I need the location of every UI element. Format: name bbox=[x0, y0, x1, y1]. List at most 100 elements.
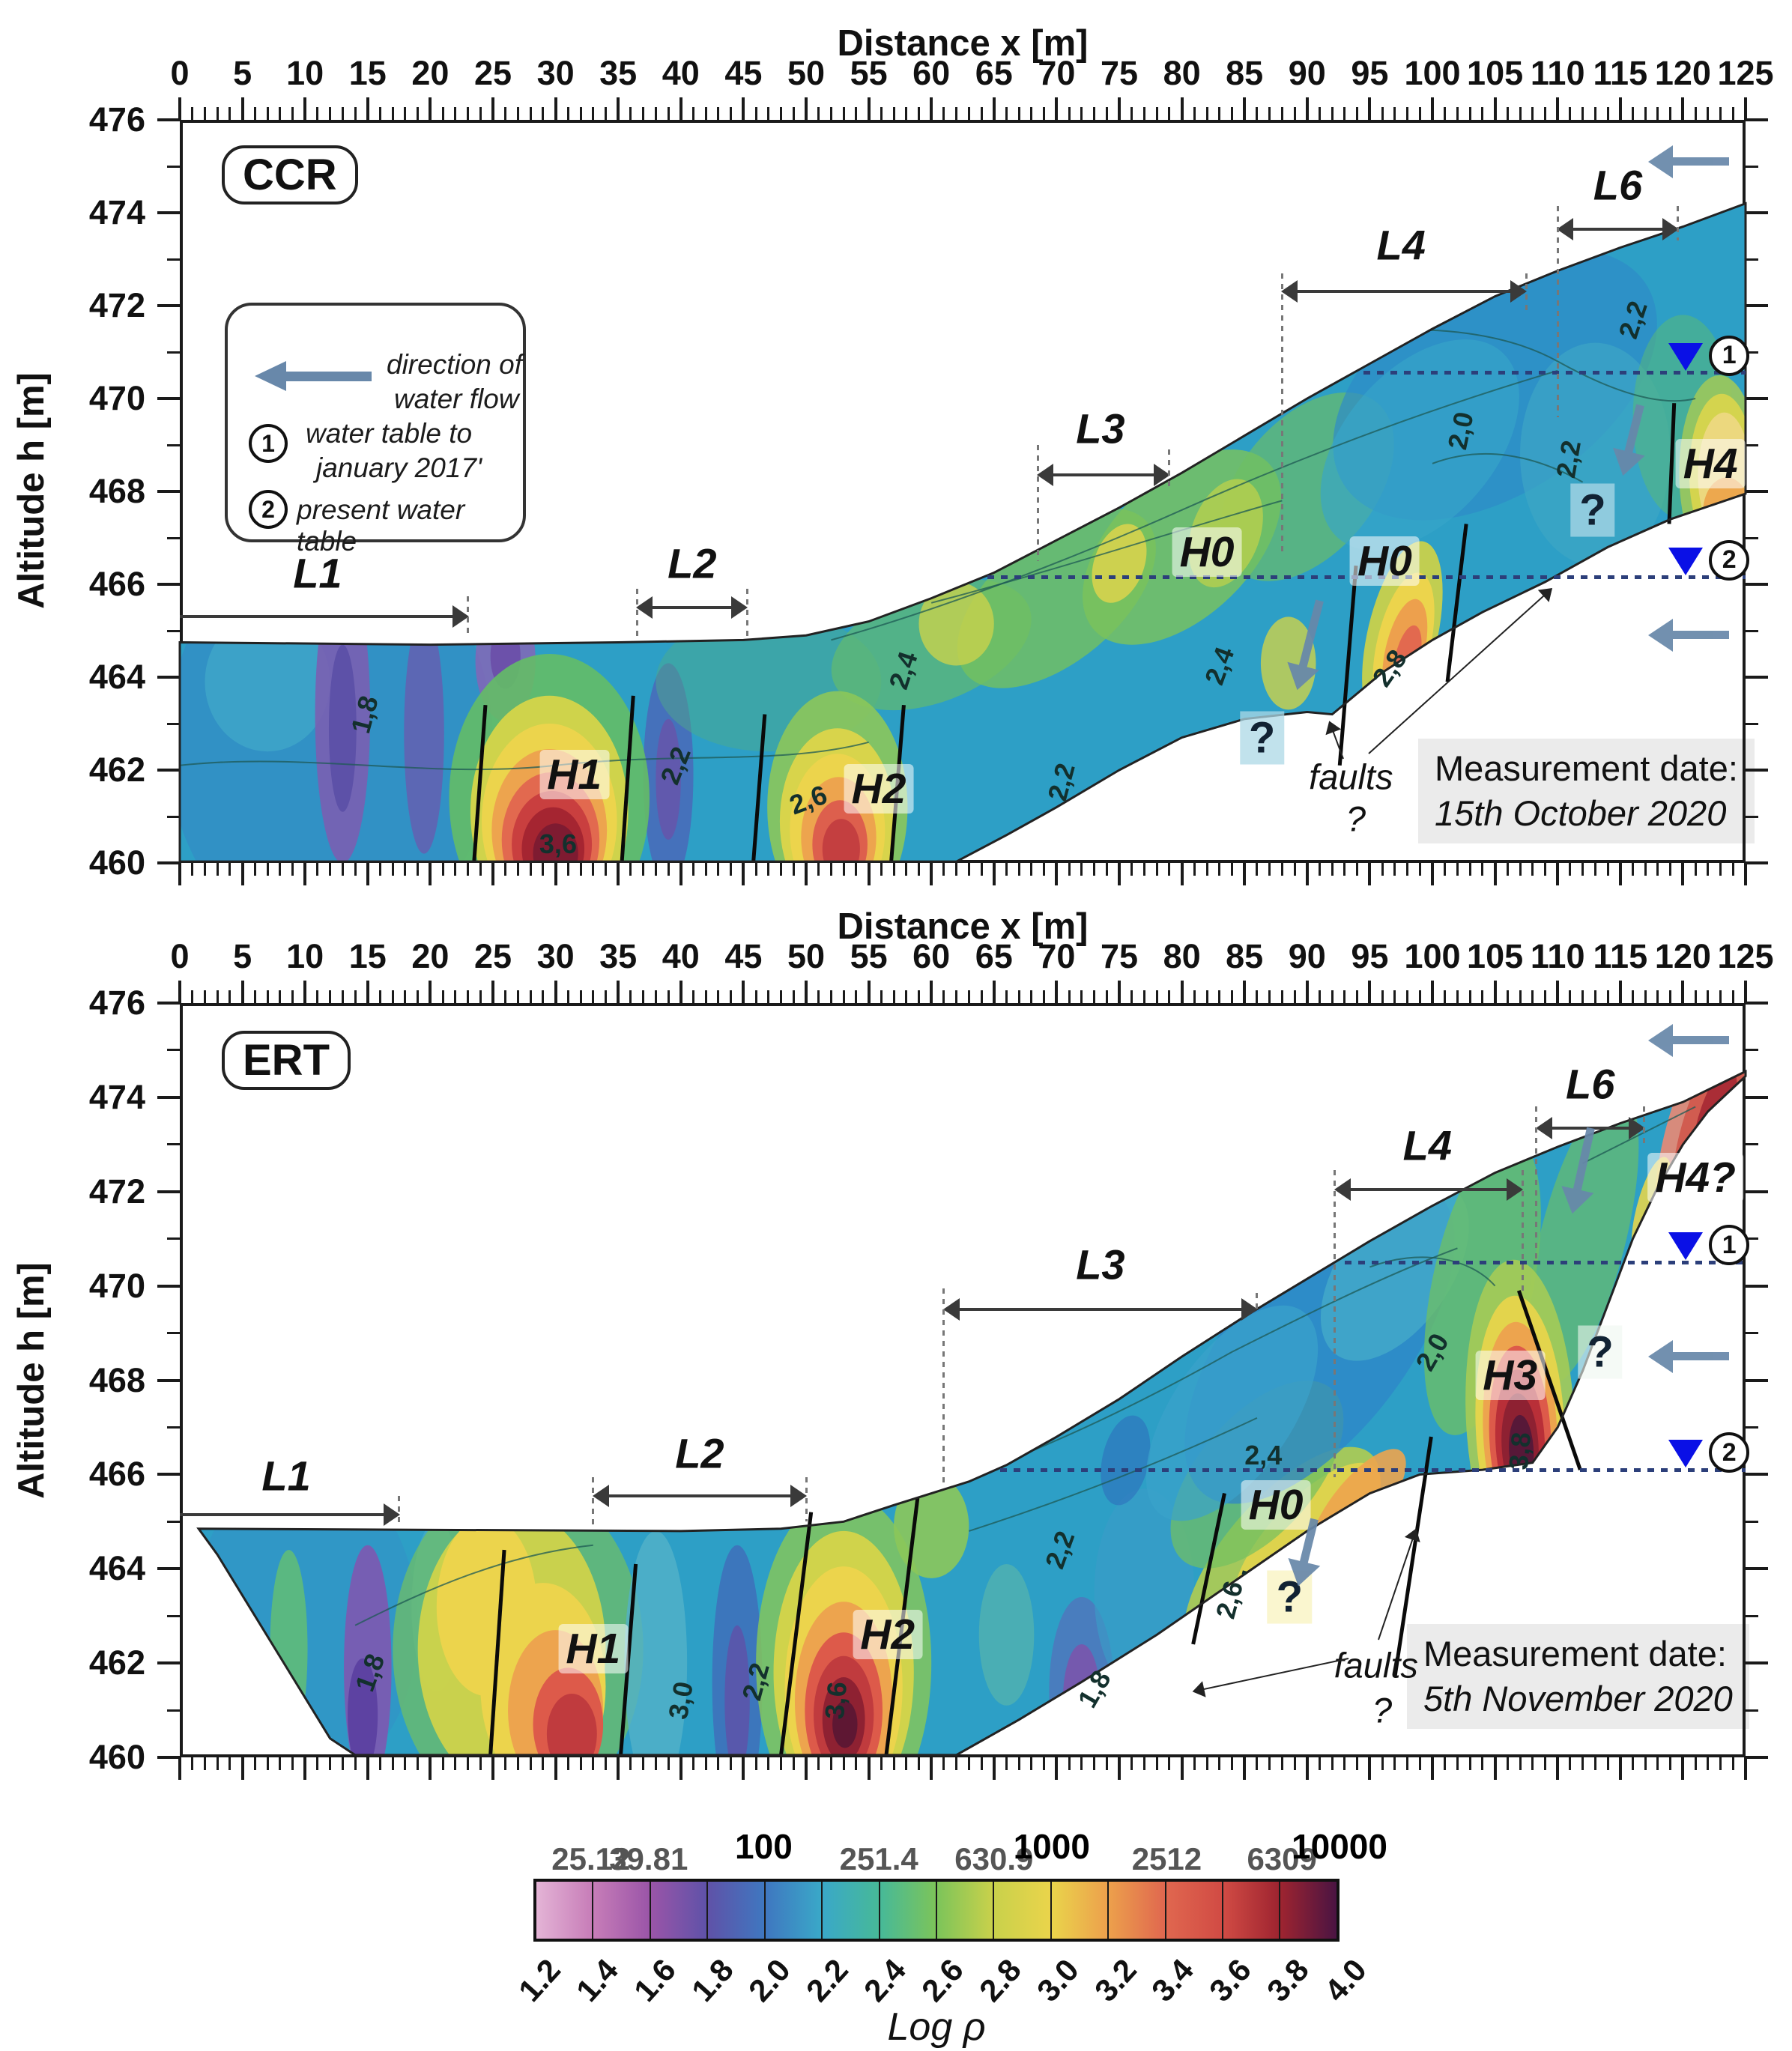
colorbar-tick-label: 3.6 bbox=[1202, 1952, 1259, 2008]
y-tick bbox=[167, 443, 180, 446]
x-tick bbox=[905, 107, 908, 120]
x-tick bbox=[1343, 1757, 1346, 1770]
range-guide bbox=[1168, 449, 1171, 487]
y-tick bbox=[1746, 722, 1758, 725]
x-tick bbox=[1017, 990, 1020, 1003]
x-tick-label: 55 bbox=[850, 937, 888, 975]
y-tick-label: 462 bbox=[88, 1643, 145, 1682]
y-tick bbox=[167, 1709, 180, 1712]
x-tick bbox=[717, 863, 720, 876]
x-tick bbox=[1632, 863, 1635, 876]
y-tick bbox=[167, 258, 180, 261]
x-tick bbox=[404, 1757, 407, 1770]
x-tick bbox=[980, 107, 983, 120]
x-tick bbox=[780, 107, 783, 120]
x-tick bbox=[1506, 990, 1509, 1003]
date-box-ccr-date: 15th October 2020 bbox=[1435, 793, 1727, 834]
x-tick bbox=[240, 97, 244, 120]
x-tick bbox=[905, 863, 908, 876]
x-tick bbox=[266, 1757, 269, 1770]
x-tick bbox=[1618, 97, 1622, 120]
x-tick bbox=[542, 990, 545, 1003]
x-tick bbox=[1444, 1757, 1447, 1770]
x-tick bbox=[329, 107, 332, 120]
x-tick bbox=[1268, 990, 1271, 1003]
x-tick bbox=[454, 107, 457, 120]
x-tick bbox=[930, 97, 933, 120]
x-tick-label: 90 bbox=[1288, 54, 1326, 92]
range-arrow-l3-head bbox=[1037, 464, 1054, 487]
zone-label-h1: H1 bbox=[539, 750, 610, 800]
range-guide bbox=[745, 589, 748, 638]
x-tick bbox=[529, 1757, 532, 1770]
x-tick bbox=[467, 990, 470, 1003]
x-tick bbox=[1632, 990, 1635, 1003]
x-tick bbox=[479, 990, 482, 1003]
x-tick bbox=[1506, 1757, 1509, 1770]
x-tick bbox=[1356, 990, 1359, 1003]
y-tick bbox=[1746, 1284, 1768, 1288]
x-tick bbox=[1569, 107, 1572, 120]
x-tick bbox=[1418, 863, 1421, 876]
y-tick bbox=[1746, 769, 1768, 772]
colorbar-segment bbox=[536, 1882, 593, 1939]
x-tick bbox=[767, 1757, 770, 1770]
y-tick bbox=[1746, 165, 1758, 168]
range-arrow-l2-shaft bbox=[602, 1494, 797, 1497]
x-tick bbox=[1744, 981, 1747, 1003]
range-arrow-l2-head bbox=[731, 596, 748, 619]
x-tick bbox=[842, 863, 845, 876]
range-arrow-l2-head bbox=[790, 1484, 807, 1507]
x-tick bbox=[1230, 863, 1233, 876]
x-tick bbox=[228, 107, 231, 120]
x-tick bbox=[967, 107, 970, 120]
x-tick bbox=[1343, 990, 1346, 1003]
x-tick bbox=[491, 981, 494, 1003]
x-tick bbox=[542, 1757, 545, 1770]
x-tick bbox=[1493, 981, 1497, 1003]
x-tick bbox=[1719, 1757, 1722, 1770]
y-tick bbox=[157, 1002, 180, 1005]
colorbar-value-label: 10000 bbox=[1292, 1827, 1387, 1866]
x-tick bbox=[1105, 1757, 1108, 1770]
x-tick bbox=[391, 990, 394, 1003]
x-tick bbox=[1406, 1757, 1409, 1770]
x-tick bbox=[980, 990, 983, 1003]
x-tick bbox=[379, 1757, 382, 1770]
x-tick bbox=[955, 990, 958, 1003]
x-tick bbox=[642, 107, 645, 120]
x-tick bbox=[542, 107, 545, 120]
range-arrow-l4-head bbox=[1510, 280, 1528, 303]
x-tick bbox=[1393, 1757, 1396, 1770]
x-tick bbox=[1393, 863, 1396, 876]
x-tick bbox=[805, 1757, 808, 1780]
x-tick bbox=[692, 107, 695, 120]
x-tick bbox=[1168, 107, 1171, 120]
x-tick bbox=[1468, 990, 1471, 1003]
x-tick bbox=[1744, 1757, 1747, 1780]
range-arrow-l1-shaft bbox=[180, 615, 459, 619]
x-tick bbox=[867, 97, 871, 120]
colorbar-segment bbox=[649, 1882, 707, 1939]
x-tick bbox=[842, 107, 845, 120]
x-tick bbox=[792, 990, 795, 1003]
x-tick bbox=[1694, 107, 1697, 120]
x-tick bbox=[667, 107, 670, 120]
x-tick bbox=[203, 107, 206, 120]
x-tick bbox=[1017, 863, 1020, 876]
x-tick-label: 70 bbox=[1038, 937, 1076, 975]
x-tick bbox=[1243, 1757, 1247, 1780]
x-tick bbox=[1681, 863, 1685, 885]
y-tick-label: 472 bbox=[88, 286, 145, 324]
date-box-ert-label: Measurement date: bbox=[1423, 1634, 1727, 1673]
x-tick bbox=[341, 107, 344, 120]
x-tick bbox=[354, 863, 357, 876]
x-tick bbox=[992, 1757, 996, 1780]
x-tick bbox=[354, 107, 357, 120]
x-tick bbox=[617, 863, 620, 885]
zone-label-h1: H1 bbox=[558, 1624, 629, 1674]
x-tick bbox=[805, 863, 808, 885]
question-mark: ? bbox=[1267, 1570, 1313, 1624]
x-tick bbox=[604, 990, 607, 1003]
